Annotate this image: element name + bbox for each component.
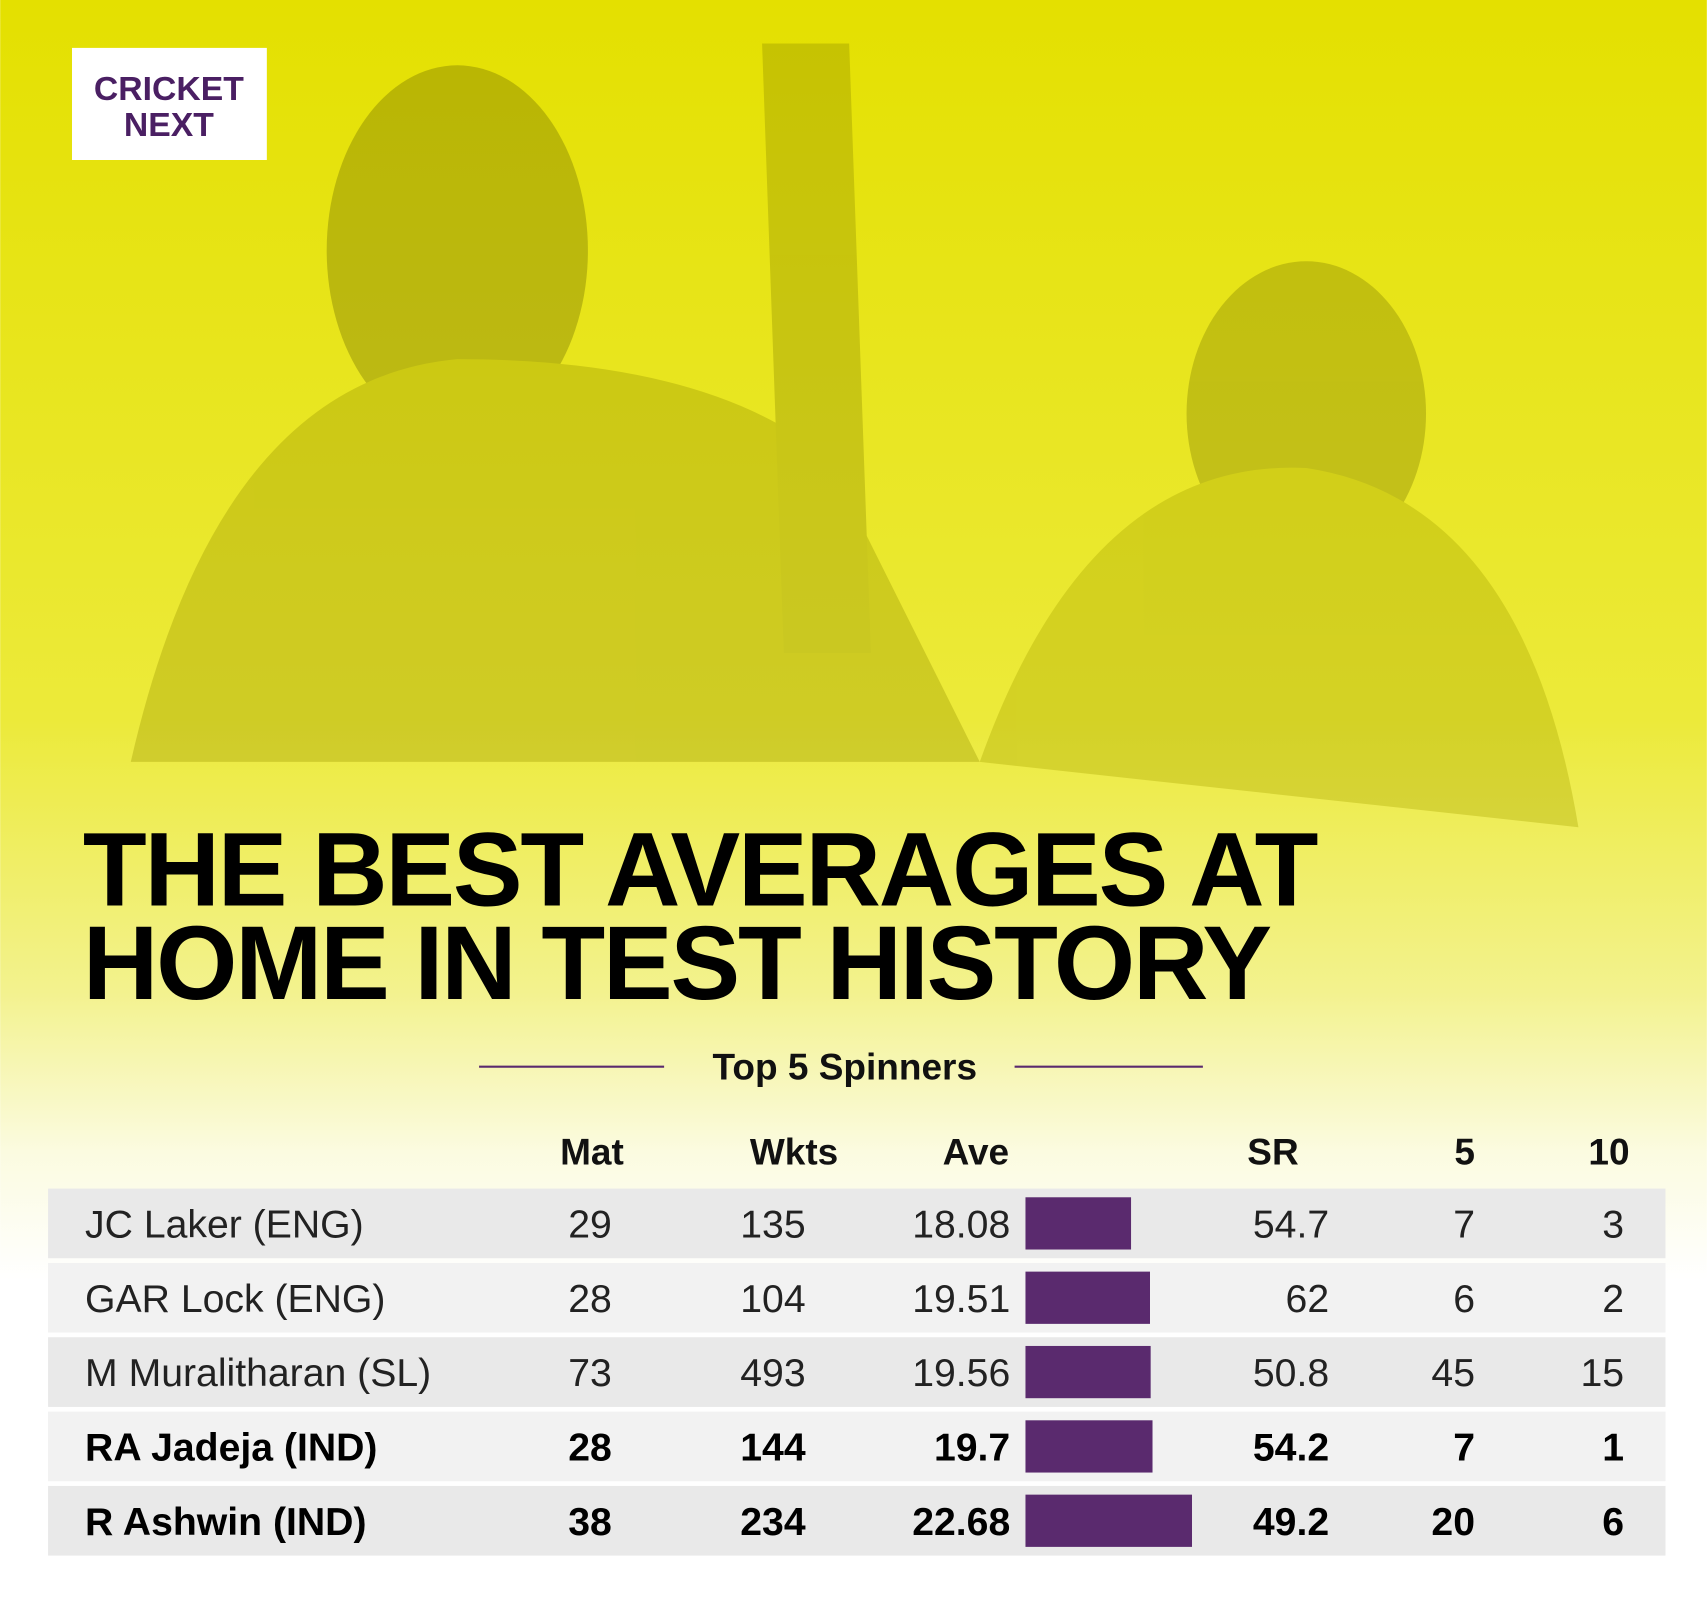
title: HOME IN TEST HISTORY <box>83 905 1270 1022</box>
cell-ten: 6 <box>1602 1501 1624 1544</box>
column-header: Mat <box>560 1132 624 1173</box>
player-name: JC Laker (ENG) <box>85 1204 364 1247</box>
cell-mat: 28 <box>568 1278 612 1321</box>
title: THE BEST AVERAGES AT <box>83 812 1318 929</box>
average-bar <box>1025 1420 1153 1473</box>
column-header: Wkts <box>750 1132 838 1173</box>
cell-wkts: 234 <box>740 1501 806 1544</box>
player-name: R Ashwin (IND) <box>85 1501 366 1544</box>
cell-ave: 18.08 <box>912 1204 1010 1247</box>
cell-five: 20 <box>1431 1501 1475 1544</box>
cell-sr: 49.2 <box>1253 1501 1329 1544</box>
cell-five: 45 <box>1431 1352 1475 1395</box>
cell-five: 7 <box>1453 1204 1475 1247</box>
logo-text: CRICKET <box>94 70 244 108</box>
cell-sr: 62 <box>1286 1278 1330 1321</box>
row-background <box>48 1188 1666 1259</box>
column-header: Ave <box>943 1132 1010 1173</box>
cell-sr: 54.7 <box>1253 1204 1329 1247</box>
cell-ave: 19.51 <box>912 1278 1010 1321</box>
cell-ave: 19.56 <box>912 1352 1010 1395</box>
cell-mat: 38 <box>568 1501 612 1544</box>
column-header: SR <box>1247 1132 1298 1173</box>
cell-mat: 28 <box>568 1427 612 1470</box>
row-background <box>48 1411 1666 1482</box>
cell-sr: 54.2 <box>1253 1427 1329 1470</box>
cell-wkts: 144 <box>740 1427 806 1470</box>
average-bar <box>1025 1271 1150 1324</box>
cell-mat: 73 <box>568 1352 612 1395</box>
cell-mat: 29 <box>568 1204 612 1247</box>
column-header: 5 <box>1454 1132 1475 1173</box>
cell-wkts: 104 <box>740 1278 805 1321</box>
photo-silhouette <box>130 43 1579 828</box>
logo-text: NEXT <box>124 106 214 144</box>
average-bar <box>1025 1345 1151 1399</box>
logo-box <box>72 47 267 160</box>
cell-ten: 1 <box>1602 1427 1624 1470</box>
cell-ten: 15 <box>1581 1352 1625 1395</box>
cell-ave: 19.7 <box>934 1427 1010 1470</box>
cell-five: 7 <box>1453 1427 1475 1470</box>
player-name: M Muralitharan (SL) <box>85 1352 431 1395</box>
cell-sr: 50.8 <box>1253 1352 1329 1395</box>
average-bar <box>1025 1197 1132 1250</box>
cell-ten: 3 <box>1602 1204 1624 1247</box>
row-background <box>48 1337 1666 1407</box>
player-name: GAR Lock (ENG) <box>85 1278 385 1321</box>
player-name: RA Jadeja (IND) <box>85 1427 377 1470</box>
average-bar <box>1025 1494 1193 1547</box>
row-background <box>48 1262 1666 1333</box>
cell-five: 6 <box>1453 1278 1475 1321</box>
column-header: 10 <box>1588 1132 1629 1173</box>
cell-wkts: 135 <box>740 1204 805 1247</box>
table: Mat Wkts Ave SR 5 10 JC Laker (ENG) 29 135 18.08 5… <box>48 1132 1666 1556</box>
subtitle: Top 5 Spinners <box>713 1047 978 1088</box>
cell-ave: 22.68 <box>912 1501 1010 1544</box>
cell-wkts: 493 <box>740 1352 805 1395</box>
cell-ten: 2 <box>1602 1278 1624 1321</box>
row-background <box>48 1485 1666 1556</box>
